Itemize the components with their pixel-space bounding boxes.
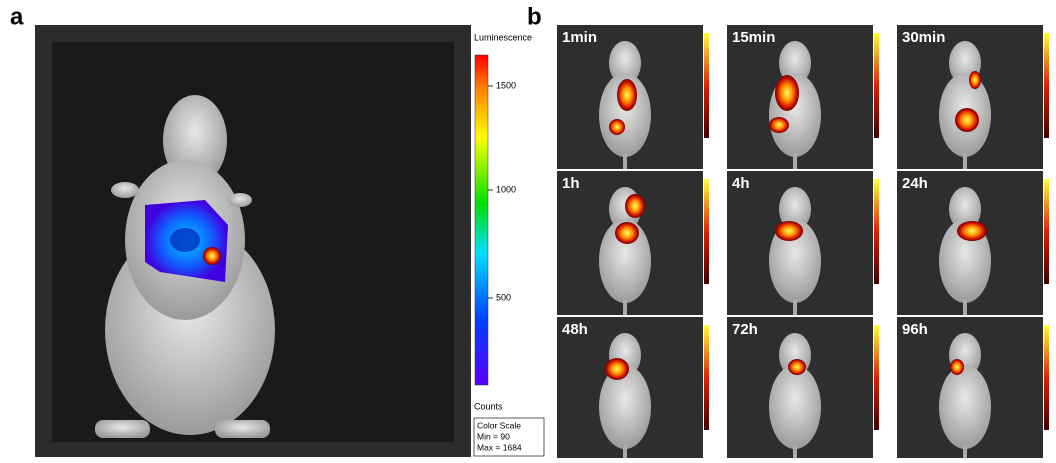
mouse-tail: [793, 299, 797, 315]
mouse: [599, 365, 651, 449]
signal: [625, 194, 645, 218]
colorbar-title: Luminescence: [474, 32, 532, 42]
image-panel: 4h: [727, 171, 895, 315]
colorbar: [1044, 179, 1049, 284]
mouse: [769, 365, 821, 449]
colorbar-tick-label: 500: [496, 292, 511, 302]
image-panel: 15min: [727, 25, 895, 169]
image-panel: 1min: [557, 25, 725, 169]
image-panel: 96h: [897, 317, 1056, 458]
colorbar: [1044, 33, 1049, 138]
signal: [775, 221, 803, 241]
signal: [605, 358, 629, 380]
signal-a: [170, 228, 200, 252]
time-label: 1h: [562, 175, 580, 192]
mouse: [939, 365, 991, 449]
colorbar: [874, 179, 879, 284]
colorbar: [704, 325, 709, 430]
panel-label: b: [527, 3, 542, 30]
time-label: 48h: [562, 321, 588, 338]
time-label: 30min: [902, 29, 945, 46]
time-label: 1min: [562, 29, 597, 46]
panel-label: a: [10, 3, 24, 30]
time-label: 15min: [732, 29, 775, 46]
colorbar: [475, 55, 488, 385]
time-label: 72h: [732, 321, 758, 338]
figure: a Luminescence Counts 1500 1000 500 Color …: [0, 0, 1056, 458]
color-scale-max: Max = 1684: [477, 442, 522, 452]
mouse-tail: [963, 445, 967, 458]
signal: [609, 119, 625, 135]
signal: [957, 221, 987, 241]
signal: [615, 222, 639, 244]
image-panel: 1h: [557, 171, 725, 315]
signal: [950, 359, 964, 375]
mouse-tail: [623, 153, 627, 169]
signal-a: [203, 247, 221, 265]
color-scale-title: Color Scale: [477, 420, 521, 430]
signal: [788, 359, 806, 375]
colorbar: [874, 325, 879, 430]
image-panel: 72h: [727, 317, 895, 458]
mouse-tail: [623, 445, 627, 458]
mouse-tail: [963, 299, 967, 315]
time-label: 96h: [902, 321, 928, 338]
time-label: 24h: [902, 175, 928, 192]
signal: [617, 79, 637, 111]
color-scale-min: Min = 90: [477, 431, 510, 441]
image-panel: 30min: [897, 25, 1056, 169]
mouse-tail: [793, 445, 797, 458]
time-label: 4h: [732, 175, 750, 192]
signal: [769, 117, 789, 133]
colorbar: [874, 33, 879, 138]
mouse-tail: [963, 153, 967, 169]
colorbar-unit: Counts: [474, 401, 503, 411]
colorbar: [704, 33, 709, 138]
signal: [969, 71, 981, 89]
mouse-tail: [793, 153, 797, 169]
colorbar-tick-label: 1000: [496, 184, 516, 194]
signal: [955, 108, 979, 132]
mouse-tail: [623, 299, 627, 315]
colorbar: [704, 179, 709, 284]
image-panel: 48h: [557, 317, 725, 458]
colorbar-tick-label: 1500: [496, 80, 516, 90]
signal: [775, 75, 799, 111]
image-panel: 24h: [897, 171, 1056, 315]
colorbar: [1044, 325, 1049, 430]
